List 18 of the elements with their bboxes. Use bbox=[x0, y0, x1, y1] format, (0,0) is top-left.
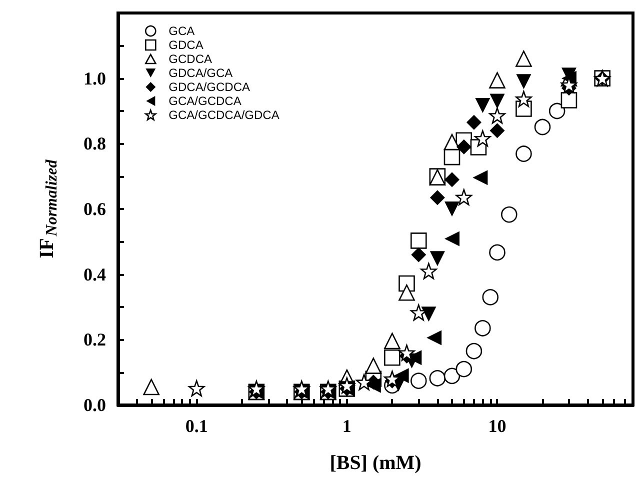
y-axis-title: IFNormalized bbox=[36, 158, 60, 258]
x-tick-label: 0.1 bbox=[185, 416, 208, 436]
y-tick-label: 0.2 bbox=[84, 330, 106, 350]
y-tick-label: 0.6 bbox=[84, 199, 106, 219]
y-tick-label: 0.4 bbox=[84, 264, 106, 284]
legend-label: GCA bbox=[168, 24, 195, 38]
x-tick-label: 10 bbox=[488, 416, 506, 436]
legend-label: GDCA/GCA bbox=[168, 66, 233, 80]
x-axis-title: [BS] (mM) bbox=[330, 452, 422, 474]
y-tick-label: 0.0 bbox=[84, 395, 106, 415]
y-tick-label: 1.0 bbox=[84, 68, 106, 88]
legend-label: GCA/GCDCA/GDCA bbox=[168, 108, 280, 122]
legend-label: GDCA/GCDCA bbox=[168, 80, 250, 94]
legend-label: GCA/GCDCA bbox=[168, 94, 242, 108]
legend-label: GCDCA bbox=[168, 52, 212, 66]
y-tick-label: 0.8 bbox=[84, 134, 106, 154]
x-tick-label: 1 bbox=[342, 416, 352, 436]
legend-label: GDCA bbox=[168, 38, 204, 52]
